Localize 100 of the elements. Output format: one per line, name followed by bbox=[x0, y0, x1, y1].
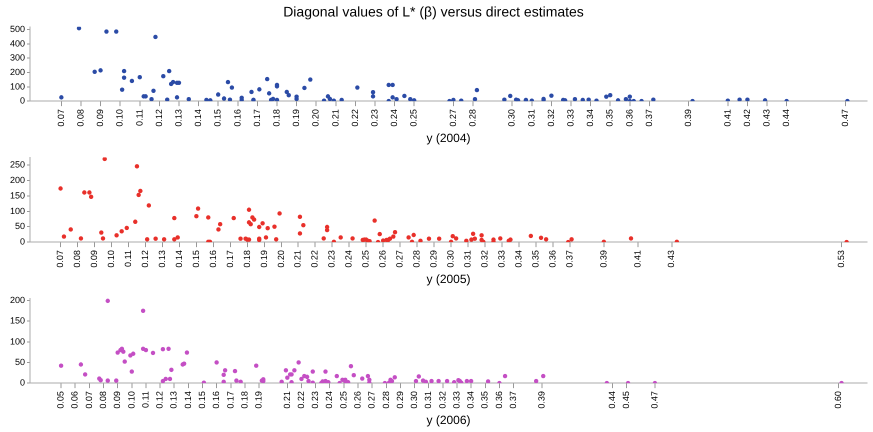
x-tick-label: 0.09 bbox=[112, 391, 122, 409]
x-tick-label: 0.05 bbox=[56, 391, 66, 409]
x-tick-label: 0.23 bbox=[369, 109, 380, 127]
x-tick-label: 0.16 bbox=[232, 109, 242, 127]
x-tick-label: 0.41 bbox=[722, 109, 732, 127]
y-tick-label: 50 bbox=[14, 221, 25, 232]
x-tick-label: 0.25 bbox=[338, 391, 348, 409]
x-tick-label: 0.42 bbox=[742, 109, 752, 127]
x-tick-label: 0.16 bbox=[208, 250, 218, 268]
x-tick-label: 0.24 bbox=[389, 109, 400, 127]
x-tick-label: 0.31 bbox=[526, 109, 536, 127]
x-tick-label: 0.29 bbox=[428, 250, 439, 268]
x-tick-label: 0.35 bbox=[604, 109, 615, 127]
y-tick-label: 0 bbox=[20, 236, 25, 247]
y-tick-label: 500 bbox=[10, 24, 25, 34]
x-tick-label: 0.41 bbox=[632, 250, 642, 268]
x-tick-label: 0.18 bbox=[239, 391, 250, 409]
x-tick-label: 0.22 bbox=[296, 391, 306, 409]
x-tick-label: 0.37 bbox=[508, 391, 518, 409]
x-tick-label: 0.39 bbox=[536, 391, 546, 409]
x-tick-label: 0.23 bbox=[326, 250, 337, 268]
x-tick-label: 0.39 bbox=[598, 250, 608, 268]
x-tick-label: 0.22 bbox=[310, 250, 320, 268]
x-tick-label: 0.11 bbox=[122, 250, 133, 267]
x-tick-label: 0.45 bbox=[621, 391, 632, 409]
x-tick-label: 0.21 bbox=[292, 250, 303, 268]
x-tick-label: 0.32 bbox=[546, 109, 556, 127]
y-tick-label: 150 bbox=[10, 190, 25, 200]
y-tick-label: 100 bbox=[10, 336, 25, 346]
x-tick-label: 0.34 bbox=[585, 109, 596, 127]
x-tick-label: 0.60 bbox=[833, 391, 844, 409]
x-tick-label: 0.08 bbox=[98, 391, 108, 409]
x-tick-label: 0.47 bbox=[649, 391, 660, 409]
x-tick-label: 0.34 bbox=[513, 250, 524, 268]
x-tick-label: 0.33 bbox=[565, 109, 576, 127]
x-tick-label: 0.17 bbox=[252, 109, 262, 127]
x-tick-label: 0.06 bbox=[70, 391, 80, 409]
x-tick-label: 0.09 bbox=[95, 109, 106, 127]
x-tick-label: 0.31 bbox=[423, 391, 434, 409]
x-axis-title: y (2004) bbox=[426, 131, 471, 146]
x-axis-title: y (2005) bbox=[426, 272, 471, 286]
x-tick-label: 0.53 bbox=[836, 250, 846, 268]
x-tick-label: 0.18 bbox=[242, 250, 252, 268]
x-tick-label: 0.25 bbox=[360, 250, 371, 268]
x-tick-label: 0.43 bbox=[762, 109, 772, 127]
x-tick-label: 0.10 bbox=[126, 391, 136, 409]
y-tick-label: 200 bbox=[10, 66, 25, 77]
y-tick-label: 0 bbox=[20, 378, 25, 388]
chart-title: Diagonal values of L* (β) versus direct estimates bbox=[283, 3, 584, 20]
x-tick-label: 0.35 bbox=[530, 250, 540, 268]
y-tick-label: 100 bbox=[10, 206, 25, 216]
x-tick-label: 0.37 bbox=[564, 250, 574, 268]
x-tick-label: 0.24 bbox=[324, 391, 334, 409]
x-tick-label: 0.34 bbox=[466, 391, 476, 409]
x-tick-label: 0.14 bbox=[193, 109, 204, 127]
x-tick-label: 0.32 bbox=[437, 391, 448, 409]
x-tick-label: 0.12 bbox=[154, 109, 164, 127]
x-tick-label: 0.08 bbox=[72, 250, 82, 268]
y-tick-label: 400 bbox=[10, 38, 25, 48]
y-tick-label: 200 bbox=[10, 294, 25, 305]
x-tick-label: 0.17 bbox=[225, 391, 236, 409]
x-tick-label: 0.13 bbox=[173, 109, 184, 127]
x-tick-label: 0.10 bbox=[114, 109, 125, 127]
x-tick-label: 0.43 bbox=[666, 250, 676, 268]
x-tick-label: 0.20 bbox=[276, 250, 286, 268]
x-tick-label: 0.23 bbox=[310, 391, 320, 409]
y-tick-label: 200 bbox=[10, 174, 25, 185]
x-tick-label: 0.28 bbox=[412, 250, 422, 268]
x-tick-label: 0.44 bbox=[781, 109, 792, 127]
x-tick-label: 0.13 bbox=[156, 250, 167, 268]
y-tick-label: 250 bbox=[10, 160, 25, 170]
x-tick-label: 0.31 bbox=[462, 250, 473, 268]
x-tick-label: 0.14 bbox=[174, 250, 184, 268]
y-tick-label: 300 bbox=[10, 52, 25, 63]
x-tick-label: 0.27 bbox=[448, 109, 458, 127]
x-tick-label: 0.28 bbox=[467, 109, 478, 127]
x-tick-label: 0.33 bbox=[451, 391, 462, 409]
x-tick-label: 0.28 bbox=[380, 391, 391, 409]
x-tick-label: 0.12 bbox=[140, 250, 150, 268]
x-tick-label: 0.30 bbox=[409, 391, 420, 409]
x-tick-label: 0.16 bbox=[211, 391, 222, 409]
x-tick-label: 0.30 bbox=[506, 109, 517, 127]
x-tick-label: 0.30 bbox=[446, 250, 456, 268]
y-tick-label: 0 bbox=[20, 96, 25, 106]
x-tick-label: 0.32 bbox=[479, 250, 490, 268]
x-tick-label: 0.12 bbox=[154, 391, 165, 409]
x-tick-label: 0.39 bbox=[683, 109, 694, 127]
x-tick-label: 0.36 bbox=[624, 109, 634, 127]
x-tick-label: 0.19 bbox=[258, 250, 269, 268]
x-tick-label: 0.29 bbox=[394, 391, 405, 409]
x-tick-label: 0.08 bbox=[75, 109, 86, 127]
x-tick-label: 0.15 bbox=[196, 391, 207, 409]
x-tick-label: 0.07 bbox=[56, 109, 66, 127]
x-tick-label: 0.17 bbox=[224, 250, 235, 268]
x-tick-label: 0.15 bbox=[190, 250, 201, 268]
x-tick-label: 0.21 bbox=[330, 109, 340, 127]
y-tick-label: 100 bbox=[10, 81, 25, 92]
x-tick-label: 0.09 bbox=[89, 250, 99, 268]
x-tick-label: 0.35 bbox=[480, 391, 490, 409]
x-tick-label: 0.24 bbox=[344, 250, 354, 268]
